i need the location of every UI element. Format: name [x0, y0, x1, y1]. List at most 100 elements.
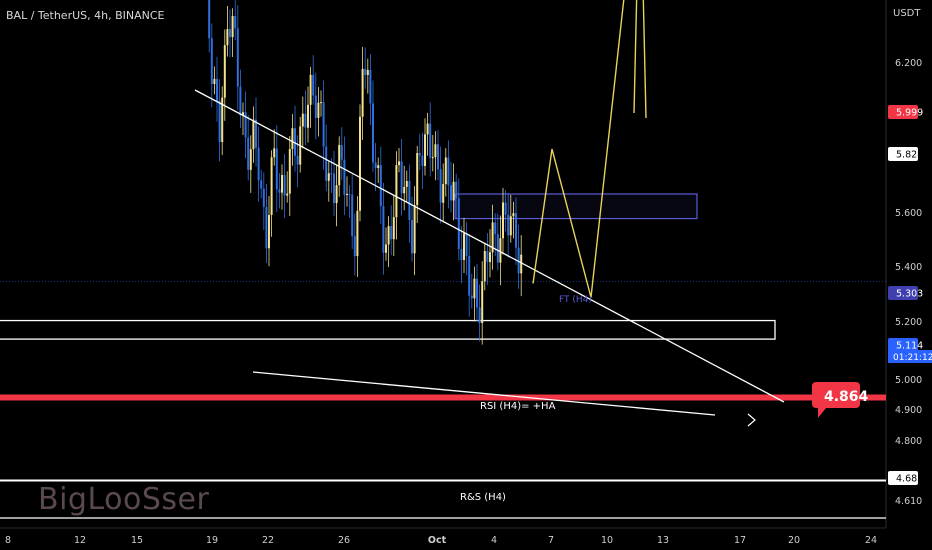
countdown-badge: [888, 350, 932, 363]
price-badge-label: 5.828: [896, 150, 923, 161]
candle-body: [216, 78, 218, 101]
candle-body: [260, 180, 263, 189]
candle-body: [346, 194, 348, 196]
candle-body: [507, 214, 510, 236]
candle-body: [327, 173, 330, 181]
chart-title: BAL / TetherUS, 4h, BINANCE: [6, 9, 165, 22]
candle-body: [249, 149, 252, 170]
candle-body: [314, 95, 317, 118]
candle-body: [265, 206, 268, 249]
candle-body: [351, 194, 354, 237]
candle-body: [296, 155, 299, 165]
price-badge: [888, 286, 918, 300]
candle-body: [499, 238, 502, 263]
candle-body: [460, 249, 463, 260]
price-badge: [888, 338, 918, 352]
candle-body: [408, 180, 411, 220]
x-tick-label: 4: [491, 535, 497, 546]
ft-zone-box: [454, 193, 698, 220]
y-tick-label: 5.200: [895, 317, 922, 328]
candle-body: [262, 188, 265, 207]
y-tick-label: 5.000: [895, 375, 922, 386]
candle-body: [455, 181, 458, 199]
candle-body: [411, 219, 413, 254]
x-tick-label: 7: [548, 535, 554, 546]
candle-body: [434, 144, 437, 158]
candle-body: [353, 236, 356, 257]
candle-body: [387, 226, 390, 245]
candle-body: [517, 247, 520, 274]
price-badge-label: 5.999: [896, 108, 923, 119]
candle-body: [465, 233, 468, 256]
candle-body: [421, 155, 424, 167]
x-tick-label: 22: [262, 535, 274, 546]
candle-body: [223, 45, 226, 98]
candle-body: [494, 222, 497, 234]
candle-body: [304, 113, 307, 128]
candle-body: [340, 145, 343, 160]
candle-body: [221, 97, 224, 143]
candle-body: [385, 244, 387, 253]
candle-body: [286, 193, 289, 196]
price-callout-label: 4.864: [824, 389, 869, 405]
candle-body: [382, 206, 385, 253]
candle-body: [470, 295, 473, 299]
candle-body: [439, 169, 442, 203]
rs-annotation: R&S (H4): [460, 492, 506, 503]
candle-body: [356, 210, 359, 257]
candle-body: [442, 184, 445, 203]
candle-body: [307, 104, 309, 128]
price-badge: [888, 471, 918, 485]
y-tick-label: 5.600: [895, 208, 922, 219]
candle-body: [275, 148, 278, 190]
candle-body: [405, 180, 408, 187]
candle-body: [489, 252, 491, 263]
support-arrow-icon: [747, 413, 756, 427]
candle-body: [400, 161, 403, 194]
candle-body: [369, 69, 372, 104]
candle-body: [413, 205, 416, 254]
candle-body: [509, 216, 512, 236]
candle-body: [283, 175, 286, 196]
candle-body: [301, 113, 304, 127]
candle-body: [374, 162, 377, 169]
x-tick-label: 24: [865, 535, 877, 546]
candle-body: [335, 185, 338, 204]
candle-body: [502, 202, 504, 239]
y-tick-label: 6.200: [895, 58, 922, 69]
ft-annotation: FT (H4): [559, 295, 592, 305]
candle-body: [504, 202, 507, 215]
candle-body: [473, 278, 476, 299]
candle-body: [309, 74, 312, 105]
candle-body: [483, 251, 486, 282]
candle-body: [333, 173, 335, 204]
candle-body: [338, 145, 341, 186]
candle-body: [496, 233, 499, 263]
candle-body: [520, 254, 523, 274]
candle-body: [418, 152, 421, 156]
countdown-label: 01:21:12: [893, 353, 932, 363]
candle-body: [366, 69, 369, 75]
candle-body: [268, 214, 270, 249]
candle-body: [426, 123, 429, 135]
candle-body: [395, 165, 398, 218]
candle-body: [486, 251, 489, 263]
candle-body: [476, 278, 478, 308]
candle-body: [255, 119, 257, 148]
candle-body: [252, 119, 255, 150]
x-tick-label: 8: [5, 535, 11, 546]
candle-body: [377, 165, 380, 169]
candle-body: [281, 175, 283, 193]
x-tick-label: 15: [131, 535, 143, 546]
candle-body: [343, 159, 346, 195]
candle-body: [515, 213, 517, 248]
candle-body: [390, 226, 393, 240]
candle-body: [247, 137, 250, 170]
rsi-annotation: RSI (H4)= +HA: [480, 401, 556, 412]
candle-body: [431, 157, 434, 159]
candle-body: [257, 147, 260, 181]
candle-body: [424, 134, 426, 167]
candle-body: [229, 29, 231, 38]
candle-body: [463, 233, 465, 260]
